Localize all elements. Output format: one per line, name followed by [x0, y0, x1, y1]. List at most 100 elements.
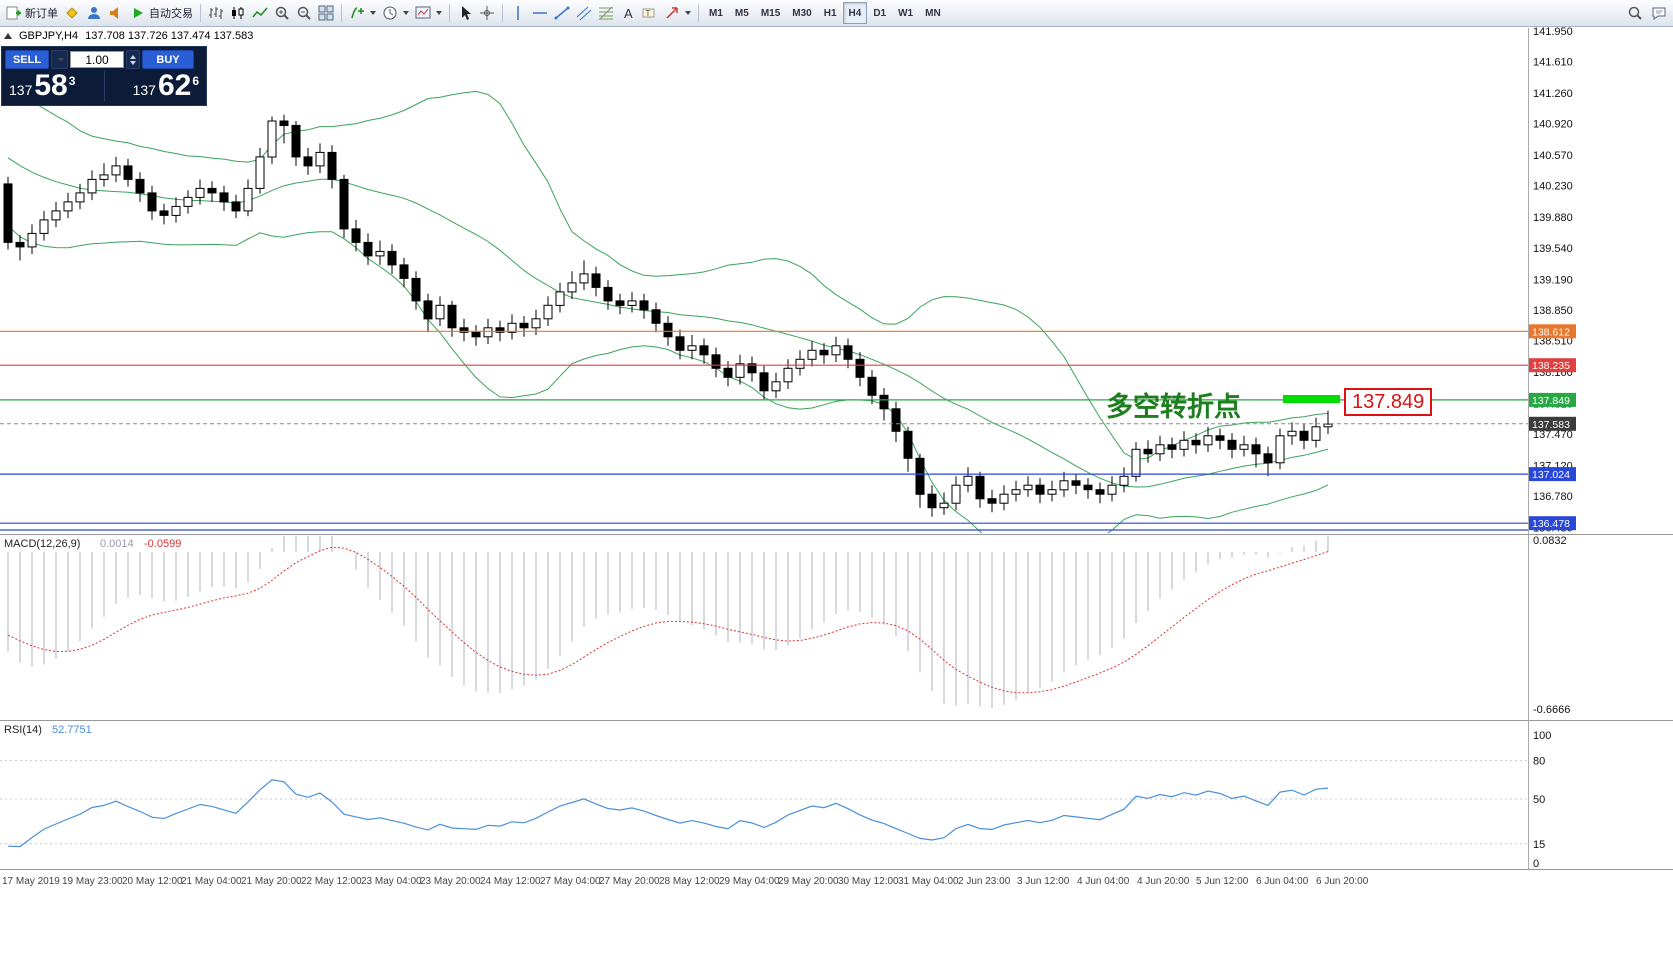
timeframe-m5-button[interactable]: M5 [734, 7, 749, 19]
dropdown-caret-icon[interactable] [685, 11, 691, 15]
sell-price[interactable]: 137 58 3 [9, 69, 76, 102]
rsi-value: 52.7751 [52, 724, 92, 736]
templates-icon [415, 6, 431, 19]
data-window-icon [88, 7, 100, 19]
svg-text:-0.6666: -0.6666 [1533, 704, 1570, 716]
svg-text:29 May 04:00: 29 May 04:00 [719, 876, 780, 887]
svg-text:138.510: 138.510 [1533, 335, 1573, 347]
svg-text:3 Jun 12:00: 3 Jun 12:00 [1017, 876, 1070, 887]
line-chart-mode-icon [252, 7, 268, 18]
rsi-panel [0, 760, 1528, 848]
svg-text:140.230: 140.230 [1533, 181, 1573, 193]
chevron-down-icon [57, 57, 64, 62]
svg-text:27 May 20:00: 27 May 20:00 [599, 876, 660, 887]
dropdown-caret-icon[interactable] [403, 11, 409, 15]
new-order-button[interactable]: 新订单 [3, 2, 61, 24]
turning-point-price-label: 137.849 [1344, 388, 1433, 416]
svg-text:6 Jun 04:00: 6 Jun 04:00 [1256, 876, 1309, 887]
svg-text:28 May 12:00: 28 May 12:00 [659, 876, 720, 887]
horizontal-line-icon [533, 12, 547, 14]
alerts-button[interactable] [105, 2, 127, 24]
svg-text:23 May 20:00: 23 May 20:00 [420, 876, 481, 887]
dropdown-caret-icon[interactable] [436, 11, 442, 15]
zoom-out-button[interactable] [293, 2, 315, 24]
trendline-button[interactable] [551, 2, 573, 24]
buy-price[interactable]: 137 62 6 [132, 69, 199, 102]
timeframe-mn-button[interactable]: MN [925, 7, 941, 19]
candlestick-mode-button[interactable] [227, 2, 249, 24]
trade-panel-controls: SELL BUY [5, 50, 203, 69]
text-label-button[interactable]: T [639, 2, 661, 24]
svg-text:138.612: 138.612 [1532, 326, 1570, 338]
svg-text:141.950: 141.950 [1533, 26, 1573, 38]
toolbar-right-group [1624, 2, 1670, 24]
svg-text:21 May 04:00: 21 May 04:00 [181, 876, 242, 887]
timeframe-w1-button[interactable]: W1 [898, 7, 914, 19]
volume-input[interactable] [70, 51, 124, 68]
svg-text:137.583: 137.583 [1532, 419, 1570, 431]
periods-button[interactable] [379, 2, 412, 24]
horizontal-levels[interactable] [0, 330, 1528, 531]
fibonacci-button[interactable] [595, 2, 617, 24]
crosshair-button[interactable] [476, 2, 498, 24]
fibonacci-icon [599, 6, 613, 20]
order-type-dropdown[interactable] [51, 50, 68, 69]
stepper-down-icon[interactable] [130, 60, 136, 65]
chat-button[interactable] [1648, 2, 1670, 24]
line-chart-mode-button[interactable] [249, 2, 271, 24]
volume-stepper[interactable] [126, 50, 140, 69]
timeframe-m30-button[interactable]: M30 [792, 7, 812, 19]
stepper-up-icon[interactable] [130, 54, 136, 59]
toolbar-separator [698, 4, 699, 22]
candlestick-mode-icon [232, 7, 244, 19]
svg-text:31 May 04:00: 31 May 04:00 [898, 876, 959, 887]
buy-button[interactable]: BUY [142, 50, 194, 69]
main-toolbar: 新订单 自动交易 A T M1 M5 M15 M30 H1 H4 D1 W1 MN [0, 0, 1673, 27]
indicators-button[interactable] [346, 2, 379, 24]
svg-text:29 May 20:00: 29 May 20:00 [778, 876, 839, 887]
dropdown-caret-icon[interactable] [370, 11, 376, 15]
chart-templates-button[interactable] [412, 2, 445, 24]
svg-text:A: A [624, 6, 633, 21]
timeframe-m1-button[interactable]: M1 [709, 7, 723, 19]
cursor-button[interactable] [454, 2, 476, 24]
tile-windows-button[interactable] [315, 2, 337, 24]
cursor-icon [462, 6, 471, 20]
svg-text:30 May 12:00: 30 May 12:00 [838, 876, 899, 887]
market-watch-button[interactable] [61, 2, 83, 24]
timeframe-h4-button[interactable]: H4 [842, 2, 868, 24]
bar-chart-mode-button[interactable] [205, 2, 227, 24]
one-click-panel-toggle-icon[interactable] [4, 33, 12, 39]
arrow-tools-button[interactable] [661, 2, 694, 24]
svg-text:139.880: 139.880 [1533, 212, 1573, 224]
channels-icon [576, 6, 592, 21]
price-axis[interactable]: 141.950 141.610 141.260 140.920 140.570 140.2… [1529, 26, 1576, 535]
data-window-button[interactable] [83, 2, 105, 24]
crosshair-icon [480, 6, 494, 20]
svg-text:138.235: 138.235 [1532, 360, 1570, 372]
horizontal-line-button[interactable] [529, 2, 551, 24]
zoom-in-button[interactable] [271, 2, 293, 24]
vertical-line-button[interactable] [507, 2, 529, 24]
svg-text:24 May 12:00: 24 May 12:00 [480, 876, 541, 887]
svg-text:80: 80 [1533, 756, 1545, 768]
symbol-ohlc: 137.708 137.726 137.474 137.583 [85, 30, 254, 42]
search-button[interactable] [1624, 2, 1646, 24]
svg-text:136.478: 136.478 [1532, 518, 1570, 530]
sell-button[interactable]: SELL [5, 50, 49, 69]
autotrading-button[interactable]: 自动交易 [127, 2, 196, 24]
macd-value: 0.0014 [100, 538, 134, 550]
timeframe-h1-button[interactable]: H1 [823, 7, 837, 19]
equidistant-channel-button[interactable] [573, 2, 595, 24]
text-button[interactable]: A [617, 2, 639, 24]
timeframe-m15-button[interactable]: M15 [760, 7, 781, 19]
new-order-icon [6, 6, 21, 20]
chat-icon [1652, 7, 1666, 20]
timeframe-d1-button[interactable]: D1 [873, 7, 887, 19]
autotrading-label: 自动交易 [149, 8, 193, 20]
svg-text:5 Jun 12:00: 5 Jun 12:00 [1196, 876, 1249, 887]
